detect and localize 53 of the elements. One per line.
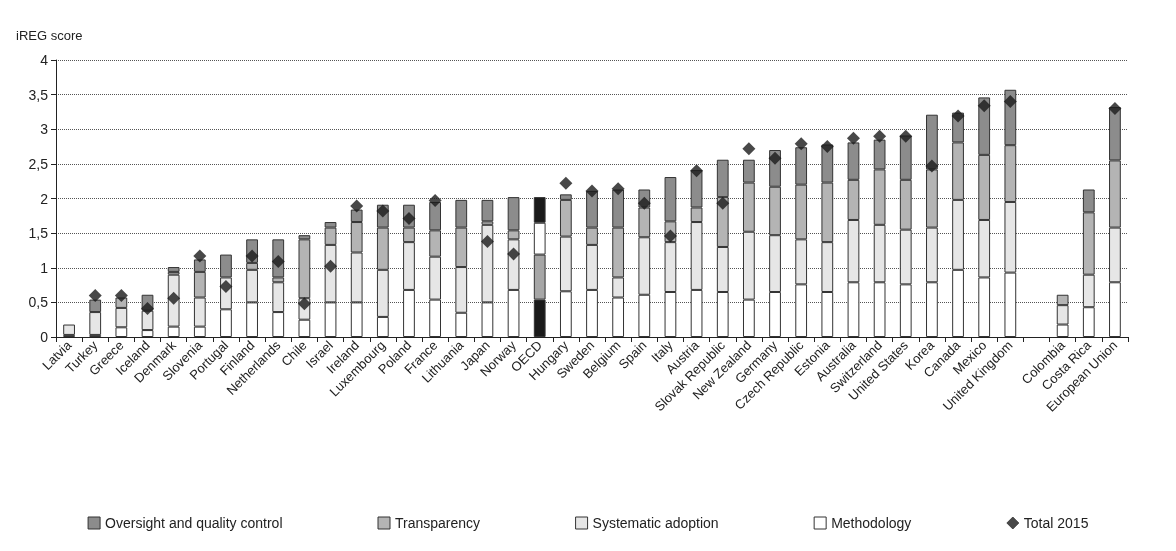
point — [794, 137, 808, 151]
bar — [481, 199, 494, 222]
point — [428, 194, 442, 208]
point — [690, 164, 704, 178]
point — [245, 249, 259, 263]
point — [951, 109, 965, 123]
point — [768, 151, 782, 165]
point — [271, 255, 285, 269]
y-tick-label: 3 — [40, 121, 49, 138]
point — [480, 234, 494, 248]
bar — [63, 324, 75, 335]
legend-label: Oversight and quality control — [105, 515, 283, 531]
point — [585, 184, 599, 198]
legend-label: Total 2015 — [1023, 515, 1089, 531]
legend-label: Transparency — [395, 515, 481, 531]
point — [899, 129, 913, 143]
point — [742, 142, 756, 156]
point — [402, 212, 416, 226]
point — [663, 229, 677, 243]
bar — [167, 267, 180, 272]
point — [193, 249, 207, 263]
y-tick-label: 0,5 — [28, 294, 49, 311]
y-tick-label: 0 — [40, 329, 49, 345]
point — [1003, 95, 1017, 109]
point — [141, 302, 155, 316]
y-tick-label: 1 — [40, 259, 49, 276]
legend-label: Methodology — [831, 515, 912, 531]
point — [167, 291, 181, 305]
point — [376, 204, 390, 218]
point — [88, 288, 102, 302]
y-tick-label: 1,5 — [28, 225, 49, 242]
y-tick-label: 2 — [40, 190, 49, 207]
point — [977, 99, 991, 113]
point — [846, 131, 860, 145]
y-tick-label: 4 — [40, 52, 49, 68]
point — [297, 297, 311, 311]
point — [114, 288, 128, 302]
y-tick-label: 2,5 — [28, 155, 49, 172]
point — [559, 176, 573, 190]
point — [873, 129, 887, 143]
point — [716, 196, 730, 210]
point — [925, 159, 939, 173]
point — [350, 199, 364, 213]
y-tick-label: 3,5 — [28, 86, 49, 103]
point — [1108, 101, 1122, 115]
point — [219, 279, 233, 293]
legend-label: Systematic adoption — [592, 515, 719, 531]
point — [611, 182, 625, 196]
y-axis-title: iREG score — [16, 28, 83, 43]
point — [507, 247, 521, 261]
point — [820, 140, 834, 154]
point — [324, 259, 338, 273]
point — [637, 196, 651, 210]
